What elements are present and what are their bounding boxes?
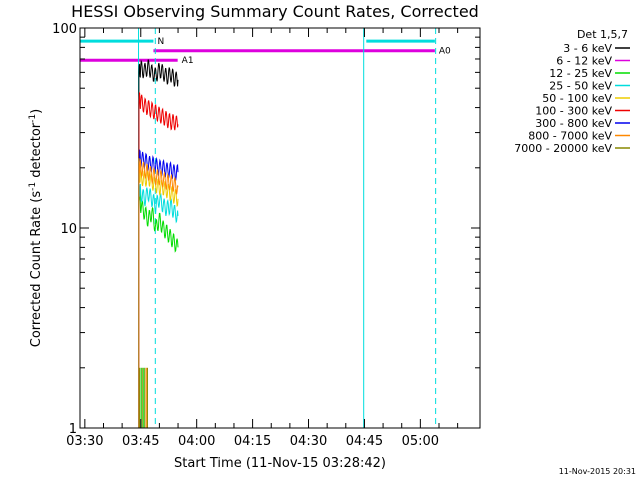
legend-label: 25 - 50 keV (549, 80, 612, 93)
y-axis-title: Corrected Count Rate (s-1 detector-1) (28, 109, 44, 347)
legend-label: 7000 - 20000 keV (514, 142, 612, 155)
legend-label: 50 - 100 keV (542, 92, 612, 105)
series-line (138, 157, 179, 428)
legend-label: 800 - 7000 keV (528, 130, 612, 143)
legend-label: 300 - 800 keV (535, 117, 612, 130)
y-axis-title-sup1: -1 (28, 182, 38, 191)
x-tick-label: 04:30 (290, 434, 327, 449)
generation-timestamp: 11-Nov-2015 20:31 (559, 467, 636, 476)
series-line (138, 149, 179, 428)
series-line (138, 189, 179, 428)
x-tick-label: 03:30 (66, 434, 103, 449)
series-line (138, 165, 179, 428)
legend-label: 6 - 12 keV (556, 55, 612, 68)
y-axis-title-sup2: -1 (28, 114, 38, 123)
legend-title: Det 1,5,7 (577, 28, 628, 41)
y-tick-label: 10 (60, 222, 77, 237)
flag-label-n: N (157, 37, 164, 47)
x-axis-title: Start Time (11-Nov-15 03:28:42) (174, 456, 386, 471)
flag-label-a0: A0 (439, 47, 451, 57)
y-tick-label: 1 (69, 422, 77, 437)
y-tick-label: 100 (52, 22, 77, 37)
legend-label: 3 - 6 keV (563, 42, 612, 55)
chart-title: HESSI Observing Summary Count Rates, Cor… (71, 2, 479, 21)
x-tick-label: 04:00 (178, 434, 215, 449)
instrument-flags: N A0 A1 (80, 37, 451, 66)
y-axis-title-part3: ) (29, 109, 44, 114)
x-tick-label: 04:45 (346, 434, 383, 449)
legend-label: 100 - 300 keV (535, 105, 612, 118)
legend-label: 12 - 25 keV (549, 67, 612, 80)
y-axis-ticks: 1 10 100 (52, 22, 480, 437)
x-tick-label: 04:15 (234, 434, 271, 449)
series-line (138, 59, 179, 428)
flag-label-a1: A1 (182, 56, 194, 66)
y-axis-title-part1: Corrected Count Rate (s (29, 191, 44, 348)
x-axis-ticks: 03:30 03:45 04:00 04:15 04:30 04:45 05:00 (66, 28, 459, 449)
x-tick-label: 03:45 (122, 434, 159, 449)
series-line (138, 91, 179, 428)
data-series (138, 59, 179, 428)
low-spikes (139, 367, 148, 428)
y-axis-title-part2: detector (29, 122, 44, 182)
x-tick-label: 05:00 (402, 434, 439, 449)
